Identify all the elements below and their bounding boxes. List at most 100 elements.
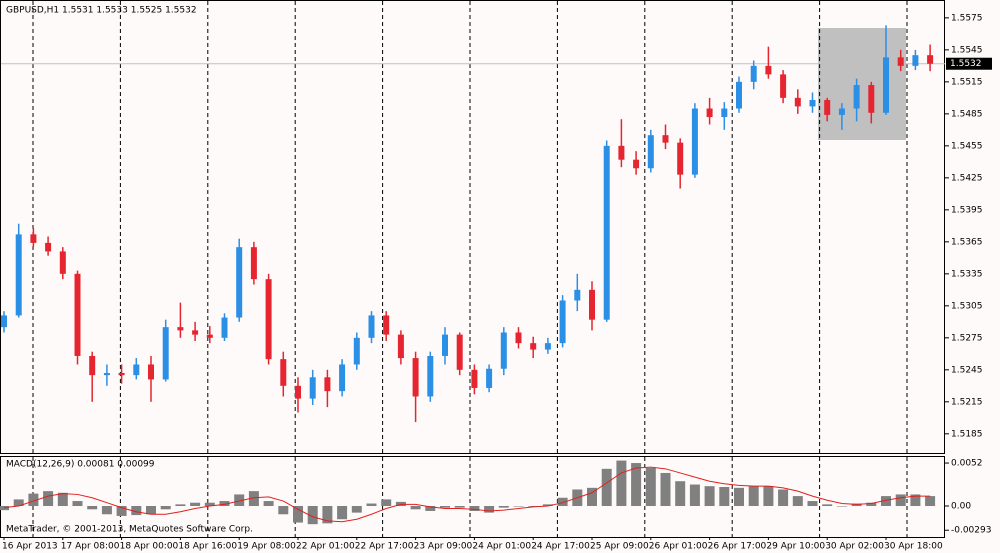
candle-body [353,337,360,365]
y-tick-label: 1.5365 [951,237,983,247]
macd-bar [748,486,759,507]
macd-bar [410,506,421,510]
candle-body [500,332,507,369]
candle-body [236,247,243,318]
macd-bar [72,501,83,507]
candle-body [162,327,169,380]
macd-bar [719,487,730,507]
macd-bar [366,503,377,507]
candle-body [750,65,757,82]
last-price-label: 1.5532 [950,59,982,69]
x-tick-label: 23 Apr 09:00 [414,542,473,552]
y-tick-label: 1.5425 [951,173,983,183]
candle-body [133,364,140,376]
macd-bar [836,506,847,507]
macd-bar [204,502,215,507]
chart-title: GBPUSD,H1 1.5531 1.5533 1.5525 1.5532 [6,6,197,16]
candle-body [589,289,595,320]
x-tick-label: 30 Apr 02:00 [825,542,884,552]
candle-body [30,234,37,243]
x-tick-label: 29 Apr 10:00 [766,542,825,552]
macd-title: MACD(12,26,9) 0.00081 0.00099 [6,460,155,470]
candle-body [662,135,669,143]
y-tick-label: 0.0052 [951,459,983,469]
macd-bar [734,487,744,507]
candle-body [15,234,22,316]
candle-body [427,355,434,397]
candle-body [530,343,537,350]
macd-bar [660,472,671,507]
candle-body [647,135,654,169]
candle-body [1,315,7,328]
candle-body [265,279,272,360]
macd-bar [704,486,715,507]
candle-body [177,327,184,331]
macd-bar [822,504,833,507]
macd-bar [778,489,789,507]
macd-bar [248,491,259,507]
x-tick-label: 30 Apr 18:00 [884,542,943,552]
candle-body [736,81,742,109]
x-tick-label: 26 Apr 01:00 [649,542,708,552]
macd-bar [601,468,612,507]
candle-body [397,334,404,359]
x-tick-label: 24 Apr 01:00 [472,542,531,552]
copyright: MetaTrader, © 2001-2013, MetaQuotes Soft… [6,525,253,535]
candle-body [574,289,581,301]
macd-bar [234,494,245,507]
candle-body [368,315,375,338]
y-tick-label: 1.5335 [951,269,983,279]
candle-body [471,369,478,388]
candle-body [103,373,110,376]
candle-body [206,334,213,338]
macd-bar [13,499,24,507]
macd-bar [278,506,289,515]
candle-body [633,159,640,169]
macd-bar [293,506,303,523]
macd-panel-border [0,456,945,538]
rectangle-object [818,28,906,140]
candle-body [809,99,816,107]
candle-body [883,57,889,113]
candle-body [45,242,52,252]
candle-body [442,334,448,356]
macd-bar [910,494,921,507]
macd-bar [425,506,436,511]
macd-bar [881,496,891,507]
x-tick-label: 26 Apr 17:00 [708,542,767,552]
y-tick-label: 1.5185 [951,429,983,439]
candle-body [383,315,390,335]
candle-body [118,373,125,376]
candle-body [74,273,81,356]
macd-bar [263,501,274,507]
macd-bar [895,494,906,507]
candle-body [559,300,566,344]
y-tick-label: 1.5545 [951,45,983,55]
x-tick-label: 17 Apr 08:00 [61,542,120,552]
y-tick-label: 1.5305 [951,301,983,311]
macd-bar [190,502,201,507]
macd-bar [28,493,39,507]
macd-bar [337,506,348,520]
y-tick-label: 1.5485 [951,109,983,119]
candle-body [89,355,96,376]
macd-bar [43,491,54,507]
last-price-box [946,57,992,70]
macd-bar [542,504,553,507]
macd-bar [307,506,318,525]
candle-body [59,251,66,274]
x-tick-label: 18 Apr 00:00 [120,542,179,552]
macd-bar [528,506,539,507]
y-tick-label: 1.5515 [951,77,983,87]
x-tick-label: 18 Apr 16:00 [178,542,237,552]
candle-body [250,247,257,280]
macd-bar [616,460,627,507]
macd-bar [351,506,362,513]
macd-bar [440,506,450,508]
candle-body [912,55,919,66]
macd-bar [116,506,127,516]
candle-body [780,74,787,98]
candle-body [515,332,522,344]
candle-body [280,359,287,386]
y-tick-label: 1.5215 [951,397,983,407]
